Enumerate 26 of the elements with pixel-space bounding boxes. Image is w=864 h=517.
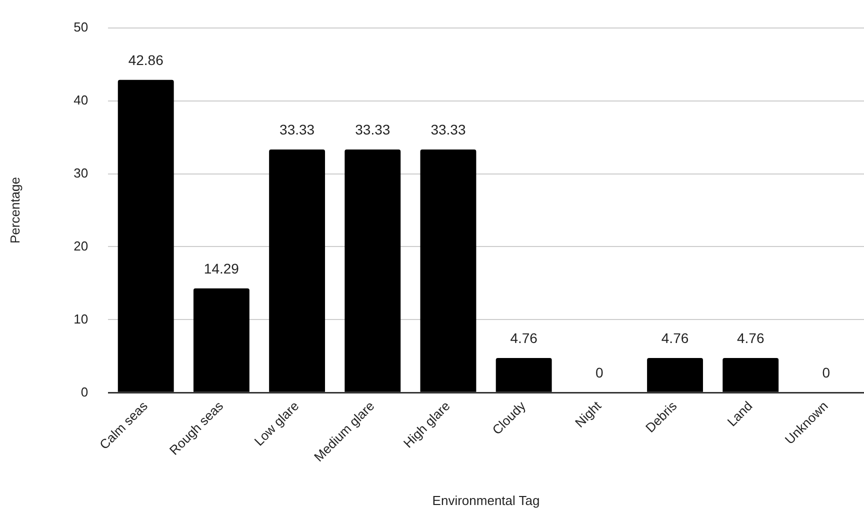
data-label: 0 xyxy=(822,364,830,381)
y-axis-title: Percentage xyxy=(7,176,22,244)
bar xyxy=(269,149,326,392)
data-label: 14.29 xyxy=(204,260,240,276)
data-label: 33.33 xyxy=(430,121,466,138)
data-label: 0 xyxy=(596,364,604,381)
data-label: 42.86 xyxy=(128,52,164,68)
y-tick-label: 10 xyxy=(74,311,88,326)
data-label: 33.33 xyxy=(355,121,390,138)
bar xyxy=(118,80,174,392)
data-label: 4.76 xyxy=(661,330,689,346)
data-label: 33.33 xyxy=(280,121,315,138)
data-label: 4.76 xyxy=(736,330,764,346)
bar xyxy=(344,149,401,392)
y-tick-label: 50 xyxy=(74,19,88,34)
bar xyxy=(193,288,250,392)
bar xyxy=(722,358,779,392)
data-label: 4.76 xyxy=(510,330,538,346)
bar xyxy=(496,358,552,392)
x-axis-title: Environmental Tag xyxy=(432,492,540,508)
y-tick-label: 20 xyxy=(74,238,88,254)
y-tick-label: 0 xyxy=(80,384,88,400)
bar xyxy=(420,149,476,392)
bar xyxy=(647,358,703,392)
y-tick-label: 30 xyxy=(74,165,88,180)
y-tick-label: 40 xyxy=(74,92,88,108)
